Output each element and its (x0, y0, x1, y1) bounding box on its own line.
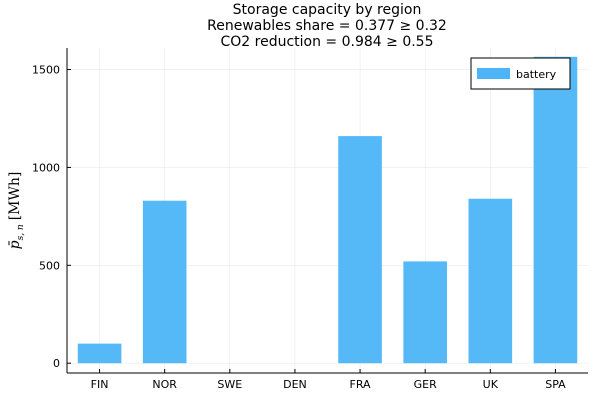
y-axis-label: p̄s, n [MWh] (7, 172, 26, 250)
x-tick-label: GER (414, 378, 437, 391)
legend-swatch-battery (477, 68, 510, 79)
legend-label-battery: battery (516, 68, 557, 81)
legend: battery (470, 57, 571, 90)
chart-title-line: CO2 reduction = 0.984 ≥ 0.55 (220, 34, 433, 50)
x-tick-label: FRA (350, 378, 372, 391)
x-tick-label: NOR (152, 378, 177, 391)
x-tick-label: DEN (283, 378, 307, 391)
bar-ger (403, 261, 448, 364)
bars (77, 56, 578, 364)
bar-uk (468, 198, 513, 364)
x-tick-label: UK (483, 378, 499, 391)
y-tick-label: 500 (39, 259, 60, 272)
y-axis-label-subscript: s, n (16, 224, 26, 240)
x-tick-labels: FIN NOR SWE DEN FRA GER UK SPA (91, 378, 566, 391)
x-tick-label: FIN (91, 378, 109, 391)
bar-spa (533, 56, 578, 364)
y-tick-label: 1500 (32, 64, 60, 77)
chart-title-line: Storage capacity by region (233, 2, 422, 18)
chart-title-line: Renewables share = 0.377 ≥ 0.32 (207, 18, 447, 34)
y-axis-label-symbol: p̄ (7, 240, 23, 249)
y-tick-labels: 0 500 1000 1500 (32, 64, 60, 371)
bar-nor (142, 200, 187, 364)
x-tick-label: SPA (545, 378, 566, 391)
axes (66, 48, 588, 374)
y-tick-label: 1000 (32, 161, 60, 174)
y-tick-label: 0 (53, 357, 60, 370)
y-axis-label-text: p̄s, n [MWh] (7, 172, 26, 250)
y-axis-label-unit: [MWh] (7, 172, 23, 221)
bar-fra (338, 136, 382, 364)
x-tick-label: SWE (217, 378, 242, 391)
bar-fin (77, 343, 122, 364)
